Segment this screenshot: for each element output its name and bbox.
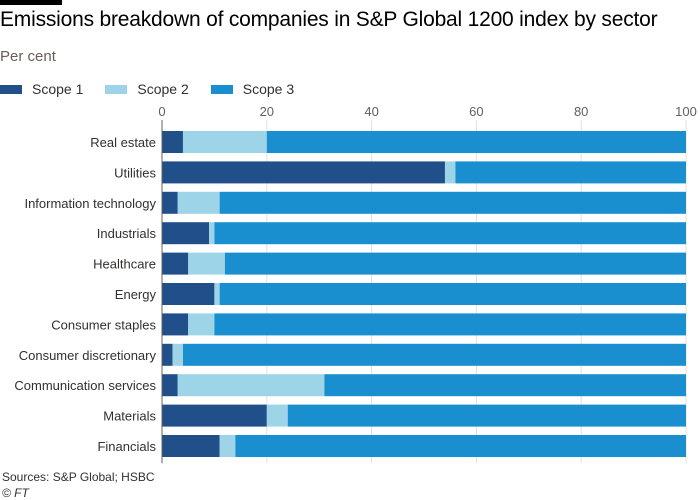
source-note: Sources: S&P Global; HSBC <box>2 470 155 484</box>
bar-segment-scope-3 <box>324 374 686 397</box>
bar-segment-scope-3 <box>219 283 686 305</box>
bar-segment-scope-1 <box>162 161 445 184</box>
bar-segment-scope-3 <box>266 131 686 153</box>
bar-segment-scope-2 <box>214 283 220 305</box>
credit-note: © FT <box>2 486 29 500</box>
x-tick-label-40: 40 <box>364 104 378 119</box>
category-label: Healthcare <box>93 257 156 272</box>
bar-segment-scope-2 <box>188 313 215 336</box>
category-label: Financials <box>97 439 156 454</box>
x-tick-label-60: 60 <box>469 104 483 119</box>
bar-segment-scope-3 <box>214 222 686 245</box>
bar-segment-scope-3 <box>224 252 686 275</box>
bar-segment-scope-1 <box>162 131 183 153</box>
legend-item-scope-3: Scope 3 <box>210 81 295 97</box>
bar-chart: 0 20 40 60 80 100 Real estate Utilities Informat… <box>14 104 697 464</box>
legend-swatch-scope-2 <box>105 84 128 94</box>
bar-segment-scope-1 <box>162 191 178 214</box>
brand-bar <box>0 0 62 5</box>
legend-label-scope-3: Scope 3 <box>242 81 295 97</box>
bar-segment-scope-3 <box>455 161 686 184</box>
bar-segment-scope-2 <box>219 435 236 457</box>
legend-item-scope-2: Scope 2 <box>105 81 189 97</box>
bar-segment-scope-1 <box>162 252 189 275</box>
legend-swatch-scope-1 <box>0 84 22 94</box>
bar-segment-scope-2 <box>266 404 288 427</box>
bar-segment-scope-1 <box>162 343 173 366</box>
x-tick-label-100: 100 <box>675 104 697 119</box>
legend-label-scope-1: Scope 1 <box>32 81 84 97</box>
bar-segment-scope-3 <box>214 313 686 336</box>
x-tick-label-80: 80 <box>574 104 588 119</box>
bar-segment-scope-1 <box>162 404 267 427</box>
bar-segment-scope-1 <box>162 222 210 245</box>
legend-label-scope-2: Scope 2 <box>137 81 189 97</box>
chart-legend: Scope 1 Scope 2 Scope 3 <box>0 81 316 97</box>
bar-segment-scope-1 <box>162 374 178 397</box>
category-label: Real estate <box>90 135 156 150</box>
bar-segment-scope-2 <box>188 252 225 275</box>
x-tick-label-20: 20 <box>260 104 274 119</box>
bar-segment-scope-3 <box>287 404 686 427</box>
category-label: Information technology <box>24 196 156 211</box>
bar-segment-scope-2 <box>444 161 456 184</box>
bar-segment-scope-3 <box>182 343 686 366</box>
chart-subtitle: Per cent <box>0 48 56 65</box>
category-label: Utilities <box>114 165 156 180</box>
bar-segment-scope-1 <box>162 313 189 336</box>
bar-segment-scope-2 <box>172 343 183 366</box>
category-label: Energy <box>115 287 157 302</box>
bar-segment-scope-2 <box>177 191 220 214</box>
bar-segment-scope-2 <box>177 374 325 397</box>
legend-swatch-scope-3 <box>210 84 233 94</box>
legend-item-scope-1: Scope 1 <box>0 81 83 97</box>
bar-segment-scope-3 <box>219 191 686 214</box>
bar-segment-scope-1 <box>162 435 220 457</box>
chart-title: Emissions breakdown of companies in S&P … <box>0 8 658 31</box>
x-tick-label-0: 0 <box>158 104 165 119</box>
category-label: Communication services <box>14 378 156 393</box>
category-label: Consumer staples <box>51 317 156 332</box>
category-label: Consumer discretionary <box>19 348 157 363</box>
bar-segment-scope-2 <box>209 222 215 245</box>
category-label: Materials <box>103 409 156 424</box>
category-label: Industrials <box>97 226 157 241</box>
bar-segment-scope-1 <box>162 283 215 305</box>
bar-segment-scope-2 <box>182 131 267 153</box>
bar-segment-scope-3 <box>235 435 687 457</box>
